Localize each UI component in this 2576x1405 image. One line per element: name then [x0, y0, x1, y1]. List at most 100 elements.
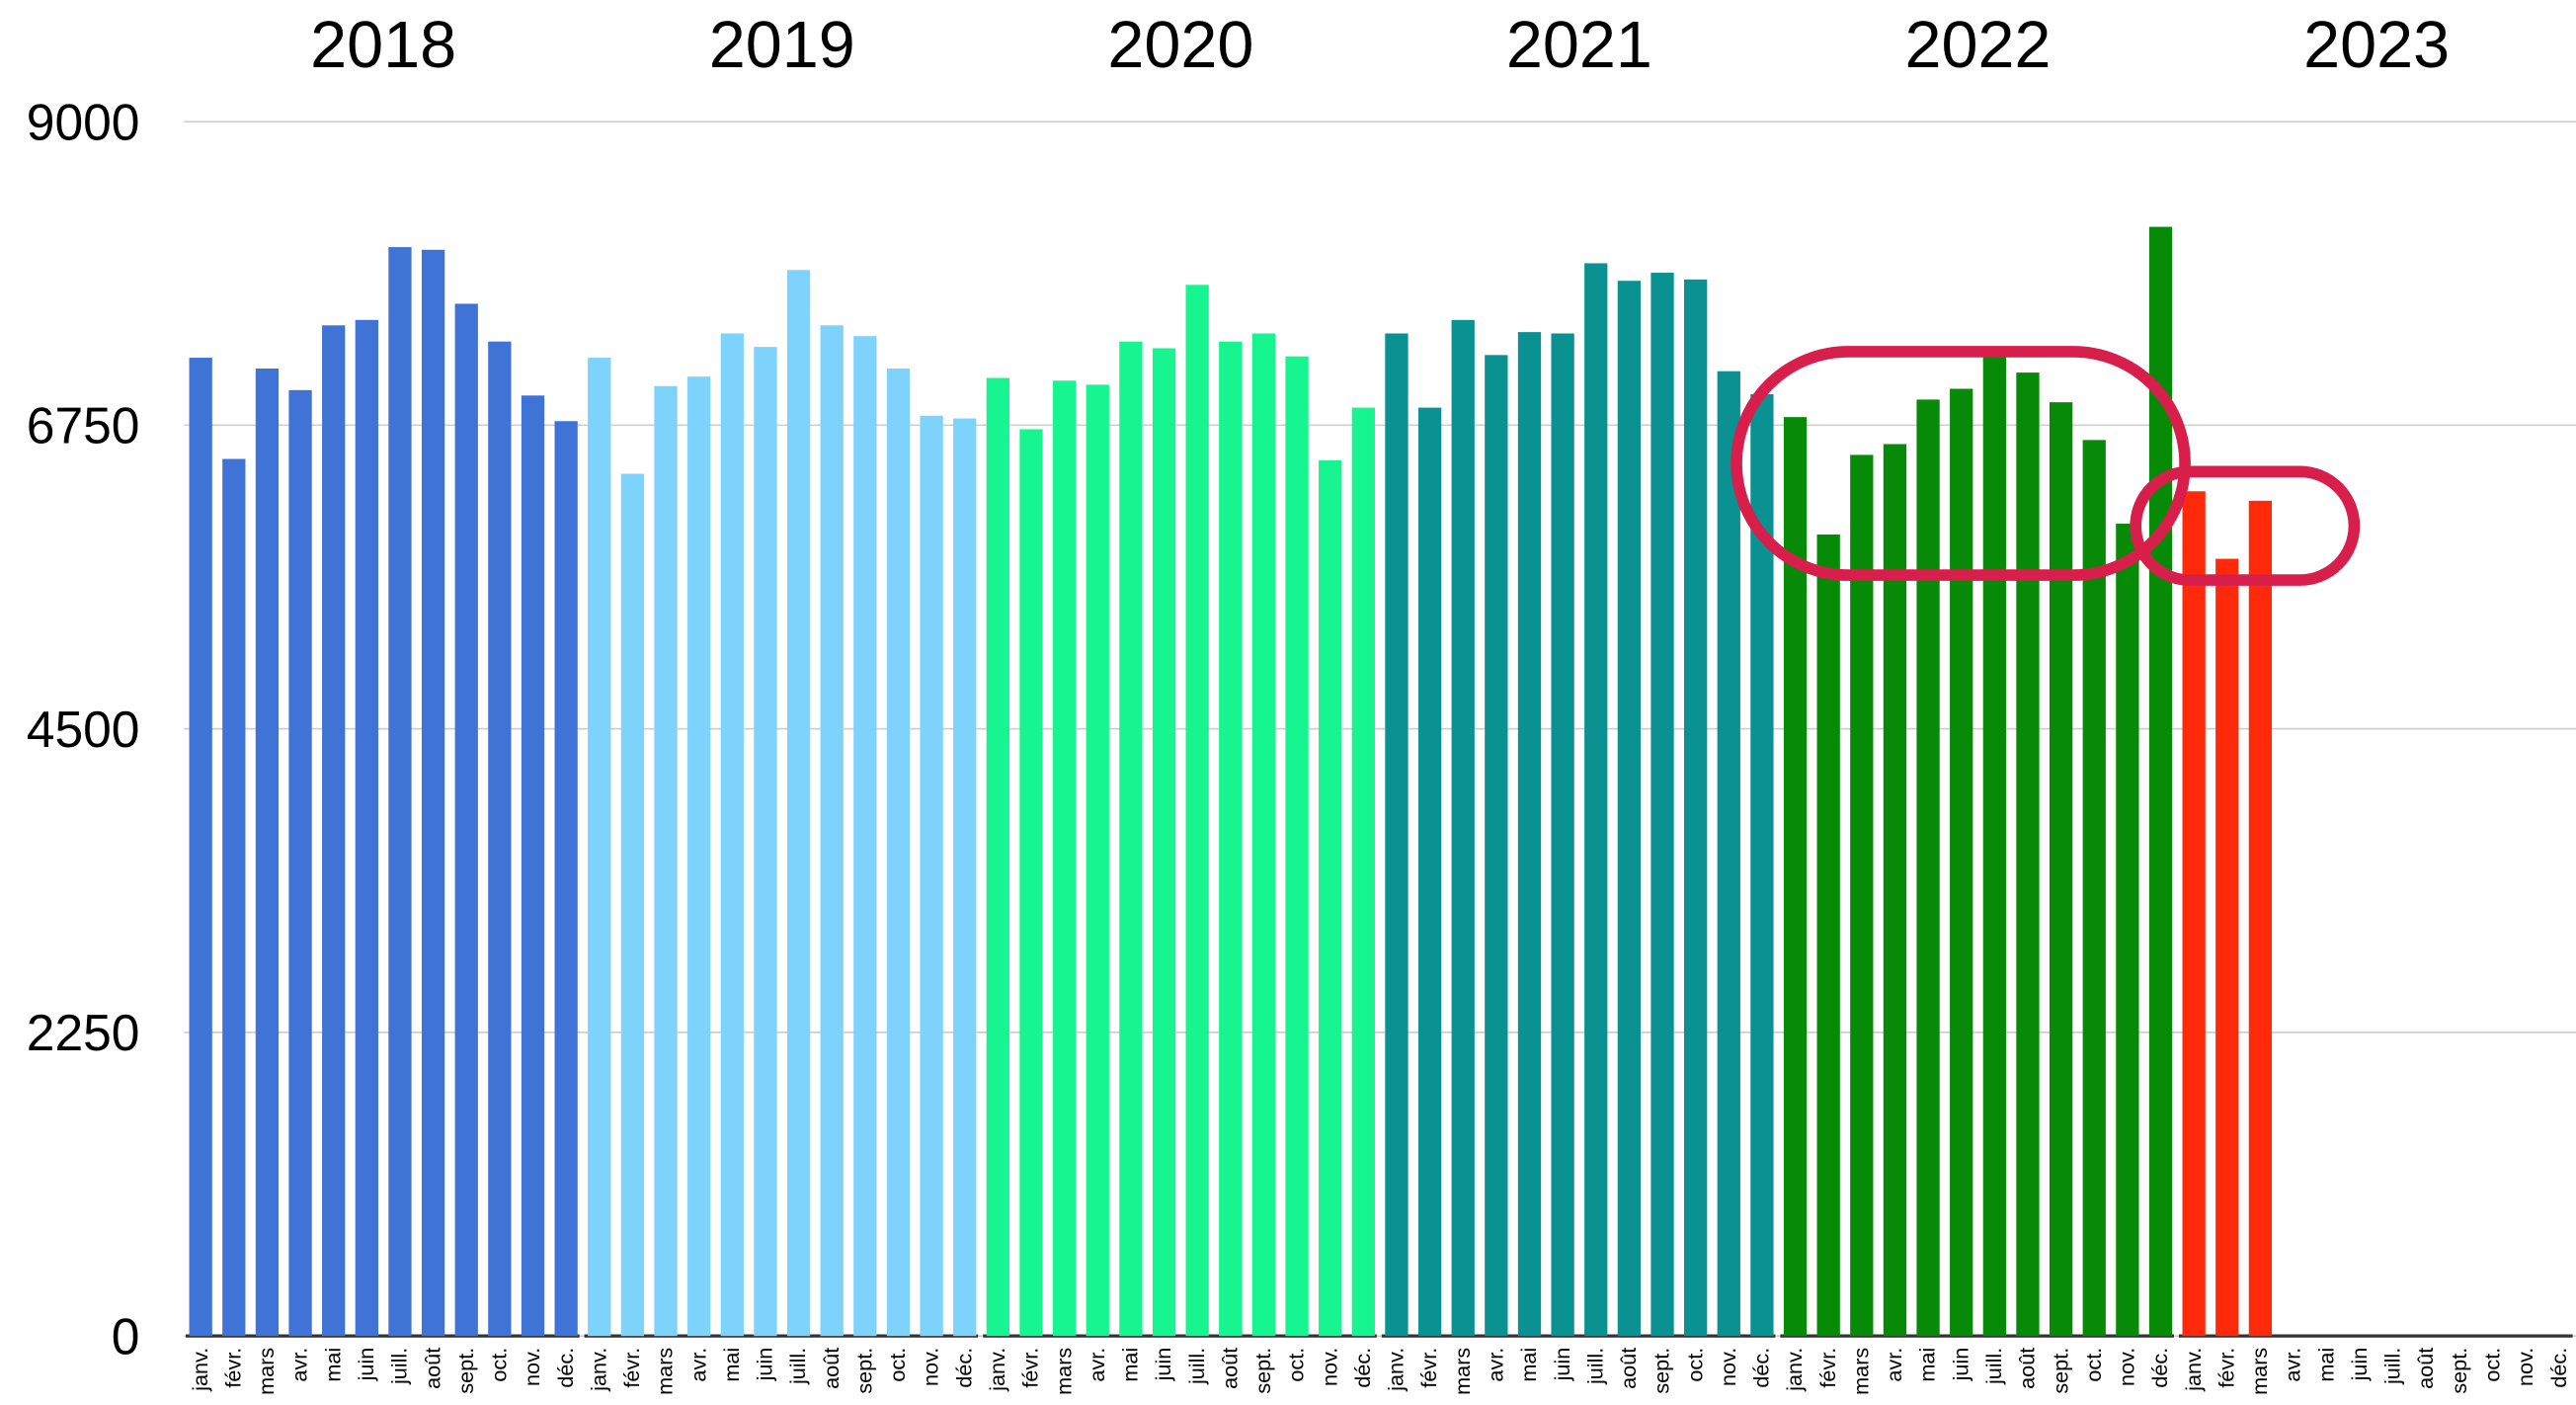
bar	[2049, 402, 2073, 1337]
x-tick-label: déc.	[2147, 1348, 2172, 1388]
x-tick-label: juill.	[387, 1348, 412, 1385]
x-tick-label: nov.	[919, 1348, 943, 1386]
x-tick-label: sept.	[1250, 1348, 1275, 1394]
x-tick-label: juin	[1550, 1348, 1574, 1382]
bar	[2182, 491, 2206, 1337]
bar	[1916, 399, 1940, 1337]
bar	[1319, 459, 1342, 1337]
x-tick-label: févr.	[1416, 1348, 1441, 1388]
x-tick-label: févr.	[2214, 1348, 2238, 1388]
bar	[853, 336, 877, 1337]
bar	[2248, 500, 2273, 1337]
bar	[1019, 429, 1043, 1337]
x-tick-label: janv.	[985, 1348, 1009, 1392]
bar	[2215, 558, 2239, 1337]
y-tick-label: 0	[112, 1307, 140, 1364]
bar	[754, 347, 777, 1337]
x-tick-label: mai	[1915, 1348, 1940, 1382]
bar	[1052, 380, 1077, 1337]
bar	[620, 473, 645, 1337]
x-tick-label: janv.	[188, 1348, 212, 1392]
x-tick-label: sept.	[453, 1348, 478, 1394]
x-tick-label: déc.	[2546, 1348, 2571, 1388]
bar	[2016, 372, 2040, 1337]
x-tick-label: oct.	[1284, 1348, 1309, 1382]
bar	[255, 368, 280, 1337]
bar	[1285, 356, 1309, 1337]
x-tick-label: juin	[1948, 1348, 1972, 1382]
x-tick-label: mars	[1848, 1348, 1873, 1395]
x-tick-label: déc.	[1749, 1348, 1774, 1388]
bar	[1750, 393, 1774, 1337]
bar	[288, 389, 312, 1337]
x-tick-label: juill.	[1981, 1348, 2006, 1385]
year-label: 2020	[1107, 9, 1253, 82]
y-tick-label: 4500	[27, 701, 140, 758]
y-tick-label: 9000	[27, 93, 140, 150]
x-tick-label: avr.	[1484, 1348, 1508, 1382]
annotations	[1731, 346, 2361, 586]
bar	[388, 247, 412, 1337]
x-tick-label: mars	[2247, 1348, 2272, 1395]
x-tick-label: mai	[320, 1348, 345, 1382]
bar	[1251, 333, 1276, 1337]
x-tick-label: mai	[719, 1348, 744, 1382]
bar	[820, 325, 844, 1337]
bar	[1086, 384, 1109, 1337]
bar	[953, 418, 977, 1337]
highlight-2022	[1731, 346, 2191, 581]
x-tick-label: juin	[1151, 1348, 1175, 1382]
bar	[1152, 348, 1176, 1337]
bar	[1783, 417, 1808, 1337]
x-tick-label: mars	[1051, 1348, 1076, 1395]
bar	[2082, 440, 2106, 1337]
x-tick-label: oct.	[2081, 1348, 2106, 1382]
bar	[2116, 524, 2139, 1337]
x-tick-label: déc.	[951, 1348, 976, 1388]
bar	[886, 368, 911, 1337]
bar	[421, 249, 445, 1337]
x-tick-label: août	[420, 1348, 444, 1389]
x-tick-label: févr.	[1018, 1348, 1043, 1388]
x-tick-label: sept.	[2447, 1348, 2471, 1394]
bar	[521, 395, 545, 1337]
x-tick-label: oct.	[2479, 1348, 2504, 1382]
x-tick-label: avr.	[1882, 1348, 1906, 1382]
bar	[654, 385, 678, 1337]
bar	[1584, 263, 1608, 1337]
x-tick-label: sept.	[2048, 1348, 2072, 1394]
year-label: 2021	[1506, 9, 1652, 82]
year-label: 2019	[709, 9, 855, 82]
bar	[920, 415, 943, 1337]
x-tick-label: janv.	[1384, 1348, 1409, 1392]
x-tick-label: janv.	[2181, 1348, 2206, 1392]
x-tick-label: oct.	[1682, 1348, 1707, 1382]
highlight-2023	[2130, 465, 2361, 586]
x-tick-label: nov.	[2513, 1348, 2537, 1386]
bar	[488, 341, 512, 1337]
x-tick-label: nov.	[2115, 1348, 2139, 1386]
x-tick-label: nov.	[1716, 1348, 1740, 1386]
bar	[1385, 333, 1409, 1337]
plot: 0 2250 4500 6750 9000 2018 janv. févr. mars avr. m…	[27, 9, 2576, 1395]
x-tick-label: juill.	[1184, 1348, 1209, 1385]
x-tick-label: févr.	[220, 1348, 245, 1388]
x-tick-label: mai	[1118, 1348, 1143, 1382]
bar	[454, 303, 478, 1337]
year-label: 2022	[1905, 9, 2052, 82]
x-tick-label: nov.	[520, 1348, 544, 1386]
x-tick-label: févr.	[1815, 1348, 1840, 1388]
bar	[1417, 407, 1442, 1337]
bar	[1451, 319, 1475, 1337]
x-tick-label: août	[2015, 1348, 2040, 1389]
x-tick-label: avr.	[1085, 1348, 1109, 1382]
x-tick-label: avr.	[287, 1348, 312, 1382]
x-tick-label: oct.	[487, 1348, 512, 1382]
bar	[189, 358, 212, 1337]
bar	[554, 421, 578, 1337]
year-label: 2023	[2303, 9, 2450, 82]
bar	[1950, 388, 1973, 1337]
x-tick-label: juill.	[1582, 1348, 1607, 1385]
bar	[1883, 444, 1907, 1337]
x-tick-label: août	[1217, 1348, 1242, 1389]
